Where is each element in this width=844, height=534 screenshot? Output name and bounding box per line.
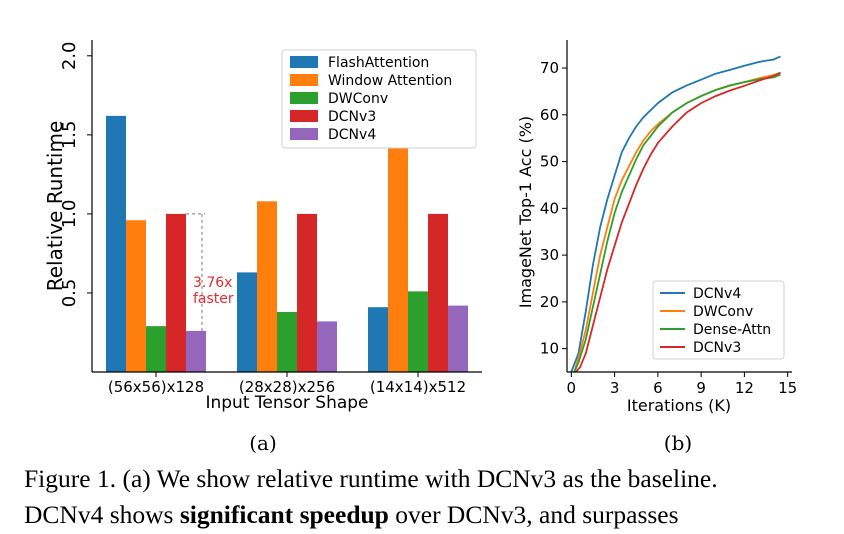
y-tick-label: 50 <box>540 153 559 171</box>
x-tick-label: (56x56)x128 <box>108 378 204 396</box>
bars <box>106 115 468 372</box>
x-tick-label: 12 <box>735 379 754 397</box>
legend-label: DWConv <box>693 304 753 320</box>
legend-swatch-dwconv <box>290 92 318 104</box>
y-tick-label: 60 <box>540 106 559 124</box>
bar-flashattention-0 <box>106 115 126 372</box>
legend-label: DCNv3 <box>328 109 376 125</box>
annotation-label-1: 3.76x <box>193 275 232 291</box>
panel-b-label: (b) <box>664 431 692 455</box>
x-axis-ticks: (56x56)x128 (28x28)x256 (14x14)x512 <box>108 372 466 396</box>
line-dcnv3 <box>575 71 781 372</box>
x-axis-label: Input Tensor Shape <box>205 393 368 413</box>
legend-swatch-flashattention <box>290 56 318 68</box>
bar-dwconv-0 <box>146 326 166 372</box>
y-axis-ticks: 0.5 1.0 1.5 2.0 <box>59 41 92 307</box>
y-tick-label: 30 <box>540 246 559 264</box>
y-tick-label: 20 <box>540 293 559 311</box>
legend-swatch-dcnv3 <box>290 110 318 122</box>
x-axis-label: Iterations (K) <box>627 396 731 415</box>
y-tick-label: 70 <box>540 59 559 77</box>
caption-text-2a: DCNv4 shows <box>24 500 180 529</box>
accuracy-line-chart: 10 20 30 40 50 60 70 0 3 6 9 12 15 ImageNet Top-1 A… <box>516 40 797 415</box>
y-tick-label: 1.5 <box>59 121 80 150</box>
legend-box <box>652 280 785 360</box>
caption-bold: significant speedup <box>179 500 389 529</box>
x-tick-label: (14x14)x512 <box>370 378 466 396</box>
bar-window-attention-1 <box>257 201 277 372</box>
x-axis-ticks: 0 3 6 9 12 15 <box>567 372 797 397</box>
legend-label: DWConv <box>328 91 388 107</box>
caption-text-1: Figure 1. (a) We show relative runtime w… <box>24 464 718 493</box>
panel-a-label: (a) <box>249 431 277 455</box>
bar-dcnv3-2 <box>428 213 448 372</box>
bar-window-attention-2 <box>388 147 408 372</box>
y-tick-label: 10 <box>540 340 559 358</box>
bar-dwconv-2 <box>408 291 428 372</box>
legend: FlashAttention Window Attention DWConv DCNv… <box>281 49 477 149</box>
bar-dcnv4-0 <box>186 330 206 372</box>
y-axis-label: Relative Runtime <box>43 121 67 292</box>
caption-text-2b: over DCNv3, and surpasses <box>388 500 679 529</box>
bar-flashattention-1 <box>237 272 257 372</box>
line-dcnv4 <box>570 55 781 372</box>
legend-label: FlashAttention <box>328 55 429 71</box>
legend-swatch-dcnv4 <box>290 128 318 140</box>
x-tick-label: (28x28)x256 <box>239 378 335 396</box>
bar-dcnv3-1 <box>297 213 317 372</box>
legend-label: DCNv4 <box>328 127 376 143</box>
y-axis-label: ImageNet Top-1 Acc (%) <box>516 116 535 308</box>
y-tick-label: 40 <box>540 199 559 217</box>
y-axis-ticks: 10 20 30 40 50 60 70 <box>540 59 567 358</box>
x-tick-label: 0 <box>567 379 577 397</box>
caption-line-2: DCNv4 shows significant speedup over DCN… <box>24 502 824 528</box>
x-tick-label: 6 <box>653 379 663 397</box>
y-tick-label: 2.0 <box>59 41 80 70</box>
legend-label: DCNv4 <box>693 286 741 302</box>
x-tick-label: 9 <box>696 379 706 397</box>
legend-label: Dense-Attn <box>693 322 771 338</box>
annotation-label-2: faster <box>193 291 234 307</box>
bar-dcnv4-1 <box>317 321 337 372</box>
bar-window-attention-0 <box>126 220 146 372</box>
bar-dcnv4-2 <box>448 305 468 372</box>
x-tick-label: 3 <box>610 379 620 397</box>
bar-flashattention-2 <box>368 307 388 372</box>
lines <box>570 55 781 372</box>
caption-line-1: Figure 1. (a) We show relative runtime w… <box>24 466 824 492</box>
legend-label: DCNv3 <box>693 340 741 356</box>
x-tick-label: 15 <box>778 379 797 397</box>
line-dense-attn <box>573 73 781 372</box>
legend: DCNv4 DWConv Dense-Attn DCNv3 <box>652 280 785 360</box>
legend-box <box>281 49 477 149</box>
y-tick-label: 1.0 <box>59 200 80 229</box>
bar-dwconv-1 <box>277 311 297 372</box>
legend-swatch-window-attention <box>290 74 318 86</box>
bar-dcnv3-0 <box>166 213 186 372</box>
y-tick-label: 0.5 <box>59 279 80 308</box>
legend-label: Window Attention <box>328 73 452 89</box>
